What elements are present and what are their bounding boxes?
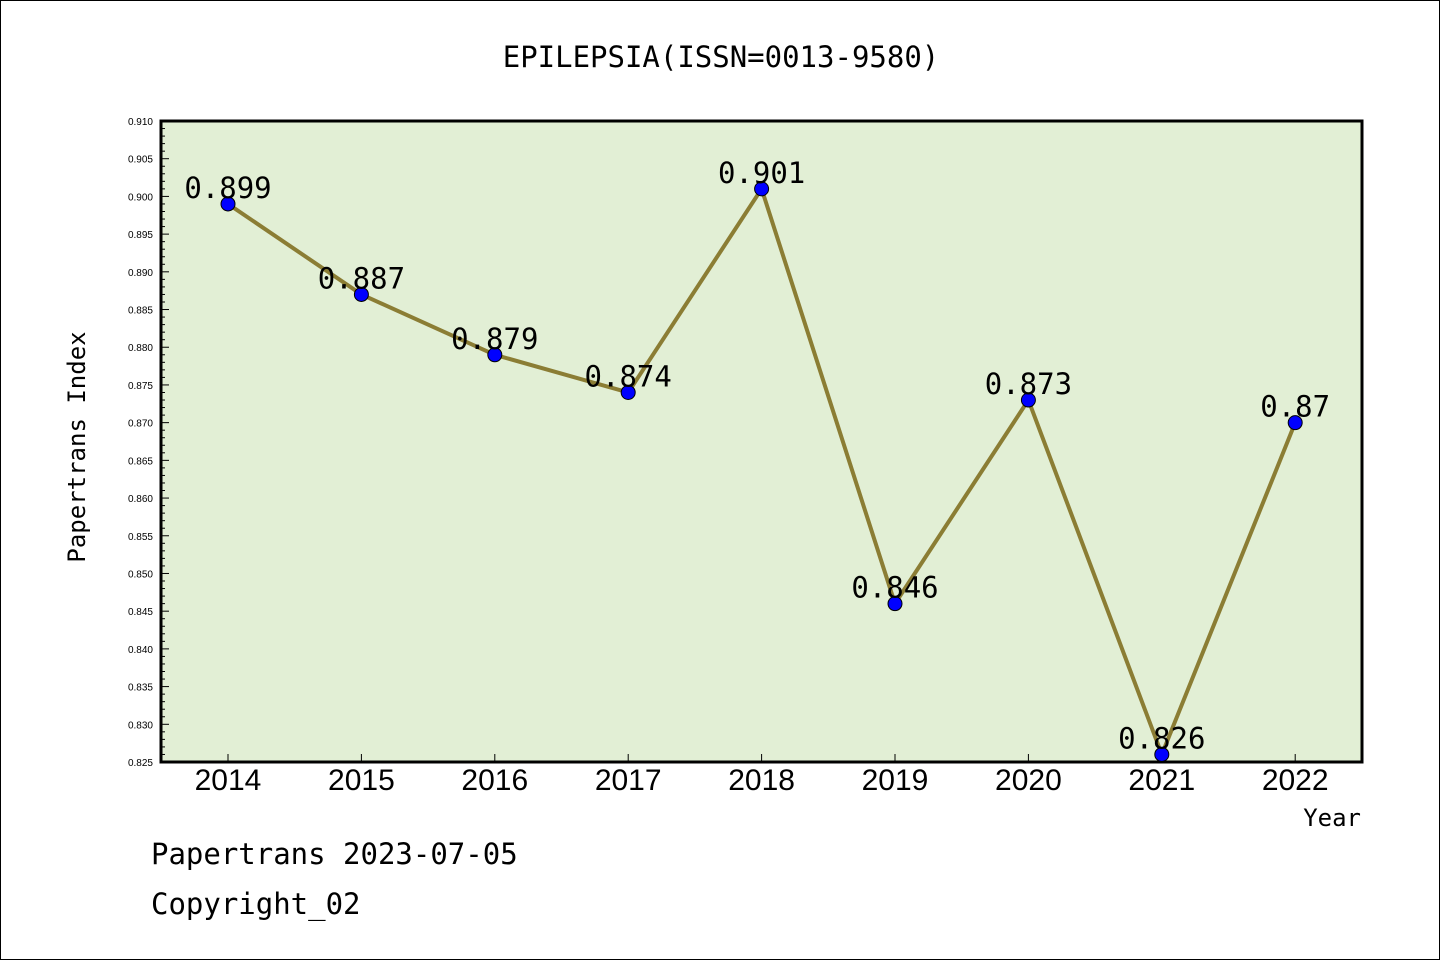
data-point: [220, 196, 236, 212]
y-tick-label: 0.900: [128, 192, 153, 203]
y-tick-label: 0.875: [128, 381, 153, 392]
x-tick-label: 2015: [328, 764, 395, 797]
y-tick-label: 0.850: [128, 569, 153, 580]
x-tick-label: 2020: [995, 764, 1062, 797]
footer-date: Papertrans 2023-07-05: [151, 837, 518, 871]
y-axis-label: Papertrans Index: [63, 331, 91, 562]
x-tick-label: 2017: [595, 764, 662, 797]
plot-area: [159, 119, 1364, 764]
y-axis: 0.825 0.830 0.835 0.840 0.845 0.850 0.855 0.860…: [128, 117, 169, 769]
y-tick-label: 0.825: [128, 758, 153, 769]
data-label: 0.87: [1260, 390, 1330, 424]
x-tick-label: 2022: [1262, 764, 1329, 797]
y-tick-label: 0.845: [128, 607, 153, 618]
y-tick-label: 0.855: [128, 532, 153, 543]
y-tick-label: 0.840: [128, 645, 153, 656]
data-point: [754, 181, 770, 197]
footer-copyright: Copyright_02: [151, 887, 361, 921]
y-tick-label: 0.890: [128, 268, 153, 279]
data-point: [353, 286, 369, 302]
x-axis-label: Year: [1303, 804, 1361, 832]
y-tick-label: 0.865: [128, 456, 153, 467]
y-tick-label: 0.910: [128, 117, 153, 128]
series-layer: 0.899 0.887 0.879 0.874 0.901 0.846 0.873 0.826…: [184, 156, 1330, 762]
data-point: [1287, 415, 1303, 431]
chart-title: EPILEPSIA(ISSN=0013-9580): [503, 40, 940, 74]
data-label: 0.879: [451, 322, 538, 356]
x-tick-label: 2019: [862, 764, 929, 797]
y-tick-label: 0.895: [128, 230, 153, 241]
data-label: 0.873: [985, 367, 1072, 401]
data-label: 0.901: [718, 156, 805, 190]
data-point: [620, 384, 636, 400]
data-label: 0.899: [184, 171, 271, 205]
y-tick-label: 0.860: [128, 494, 153, 505]
x-axis: 2014 2015 2016 2017 2018 2019 2020 2021 2022: [195, 754, 1329, 797]
data-label: 0.846: [851, 571, 938, 605]
data-point: [887, 596, 903, 612]
x-tick-label: 2021: [1128, 764, 1195, 797]
x-tick-label: 2016: [461, 764, 528, 797]
x-tick-label: 2018: [728, 764, 795, 797]
y-tick-label: 0.880: [128, 343, 153, 354]
y-tick-label: 0.830: [128, 720, 153, 731]
data-point: [1154, 746, 1170, 762]
y-tick-label: 0.870: [128, 419, 153, 430]
data-point: [1020, 392, 1036, 408]
y-tick-label: 0.885: [128, 306, 153, 317]
y-tick-label: 0.835: [128, 683, 153, 694]
data-label: 0.874: [585, 359, 672, 393]
data-label: 0.887: [318, 261, 405, 295]
data-point: [487, 347, 503, 363]
y-tick-label: 0.905: [128, 155, 153, 166]
data-label: 0.826: [1118, 721, 1205, 755]
x-tick-label: 2014: [195, 764, 262, 797]
